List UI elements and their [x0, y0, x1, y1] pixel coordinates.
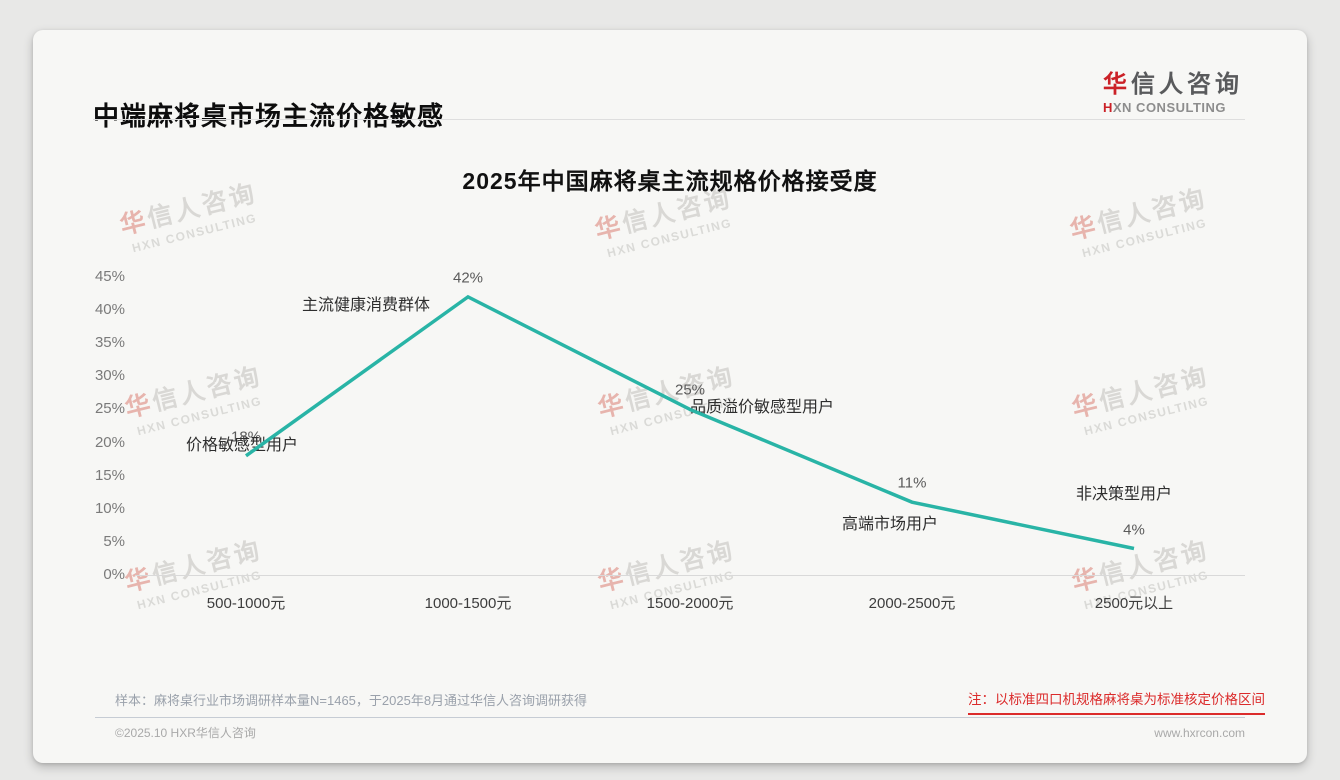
data-point-value-label: 4%: [1123, 521, 1145, 538]
y-axis-tick-label: 40%: [94, 301, 125, 319]
line-chart: 0% 5% 10% 15% 20% 25% 30% 35% 40% 45% 500-1000元 100…: [33, 250, 1307, 640]
x-axis-line: [135, 575, 1245, 576]
y-axis-tick-label: 20%: [94, 433, 125, 451]
segment-annotation-label: 非决策型用户: [1075, 485, 1173, 503]
y-axis-tick-label: 35%: [94, 334, 125, 352]
sample-note: 样本：麻将桌行业市场调研样本量N=1465，于2025年8月通过华信人咨询调研获…: [115, 693, 588, 708]
website-link: www.hxrcon.com: [1154, 725, 1245, 740]
logo-cn-accent: 华: [1103, 71, 1131, 98]
company-logo: 华信人咨询 HXN CONSULTING: [1103, 64, 1243, 115]
x-axis-category-label: 1000-1500元: [424, 595, 512, 612]
chart-title: 2025年中国麻将桌主流规格价格接受度: [462, 168, 878, 194]
standard-note: 注：以标准四口机规格麻将桌为标准核定价格区间: [968, 688, 1265, 715]
line-chart-canvas: [244, 294, 1135, 551]
y-axis-tick-label: 5%: [103, 532, 125, 550]
header-divider: [93, 119, 1245, 120]
page-footer: ©2025.10 HXR华信人咨询 www.hxrcon.com: [115, 724, 1245, 741]
logo-en-rest: XN CONSULTING: [1112, 100, 1227, 115]
x-axis-category-label: 1500-2000元: [646, 595, 734, 612]
x-axis-category-label: 2500元以上: [1094, 595, 1174, 612]
report-card: 华信人咨询 HXN CONSULTING 华信人咨询 HXN CONSULTING 华信…: [33, 30, 1307, 763]
y-axis-tick-label: 45%: [94, 268, 125, 285]
y-axis-tick-label: 25%: [94, 400, 125, 418]
acceptance-line-series: [244, 294, 1135, 551]
y-axis-tick-label: 0%: [103, 566, 125, 583]
page-title: 中端麻将桌市场主流价格敏感: [93, 101, 445, 131]
segment-annotation-label: 高端市场用户: [841, 516, 939, 534]
data-point-value-label: 18%: [230, 428, 262, 446]
logo-en-accent: H: [1103, 100, 1113, 115]
y-axis-tick-label: 10%: [94, 499, 125, 517]
copyright-text: ©2025.10 HXR华信人咨询: [115, 726, 256, 740]
logo-cn-rest: 信人咨询: [1131, 71, 1243, 98]
segment-annotation-label: 主流健康消费群体: [301, 296, 431, 314]
company-logo-cn: 华信人咨询: [1103, 64, 1243, 99]
footer-divider: [95, 717, 1245, 718]
data-point-value-label: 11%: [897, 474, 927, 492]
data-point-value-label: 25%: [674, 381, 706, 399]
y-axis-tick-label: 15%: [94, 466, 125, 484]
segment-annotation-label: 品质溢价敏感型用户: [689, 399, 835, 417]
x-axis-category-label: 500-1000元: [206, 595, 286, 612]
x-axis-category-label: 2000-2500元: [868, 595, 956, 612]
segment-annotation-label: 价格敏感型用户: [185, 436, 299, 454]
company-logo-en: HXN CONSULTING: [1103, 100, 1243, 115]
data-point-value-label: 42%: [452, 269, 484, 287]
y-axis-tick-label: 30%: [94, 367, 125, 385]
